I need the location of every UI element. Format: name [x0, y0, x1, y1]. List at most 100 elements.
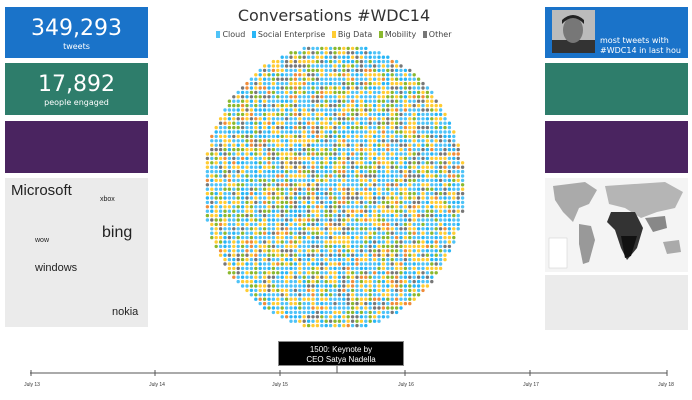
tweet-dot: [258, 249, 262, 253]
tweet-dot: [306, 218, 311, 222]
tweet-dot: [284, 139, 289, 143]
tweet-dot: [355, 200, 359, 205]
tweet-dot: [394, 271, 399, 275]
tweet-dot: [289, 231, 293, 235]
tweet-dot: [403, 68, 408, 73]
tweet-dot: [359, 262, 364, 266]
tweet-dot: [386, 55, 390, 59]
tweet-dot: [315, 165, 320, 169]
tweet-dot: [408, 143, 412, 147]
tweet-dot: [412, 112, 416, 117]
tweet-dot: [359, 90, 364, 95]
tweet-dot: [372, 121, 377, 125]
tweet-dot: [430, 90, 434, 95]
tweet-dot: [236, 121, 240, 125]
tweet-dot: [271, 178, 276, 183]
tweet-dot: [403, 262, 408, 266]
tweet-dot: [443, 227, 447, 231]
tweet-dot: [324, 257, 328, 262]
tweet-dot: [311, 297, 315, 301]
tweet-dot: [342, 55, 346, 59]
tweet-dot: [408, 152, 412, 156]
tweet-dot: [408, 235, 412, 240]
tweet-dot: [236, 178, 240, 183]
top-tweeter-tile[interactable]: most tweets with #WDC14 in last hou: [545, 7, 688, 58]
tweet-dot: [386, 284, 390, 288]
tweet-dot: [328, 90, 333, 95]
tweet-dot: [425, 205, 430, 209]
tweet-dot: [359, 209, 364, 213]
tweet-dot: [302, 125, 306, 130]
tweet-dot: [416, 178, 421, 183]
tweet-dot: [254, 284, 258, 288]
tweet-dot: [320, 174, 324, 178]
tweet-dot: [324, 169, 328, 174]
tweet-dot: [311, 139, 315, 143]
tweet-dot: [293, 315, 298, 319]
tweet-dot: [271, 73, 276, 77]
tweet-dot: [399, 301, 403, 306]
tweet-dot: [284, 227, 289, 231]
tweet-dot: [425, 275, 430, 279]
tweet-dot: [227, 117, 232, 121]
tweet-dot: [443, 200, 447, 205]
tweet-dot: [394, 156, 399, 161]
tweet-dot: [390, 174, 394, 178]
tweet-dot: [408, 117, 412, 121]
tweet-dot: [386, 90, 390, 95]
tweet-dot: [240, 200, 245, 205]
tweet-dot: [210, 169, 214, 174]
tweet-dot: [372, 117, 377, 121]
tweet-dot: [390, 200, 394, 205]
tweet-dot: [289, 121, 293, 125]
tweet-dot: [368, 227, 372, 231]
tweet-dot: [355, 55, 359, 59]
tweet-dot: [302, 205, 306, 209]
tweet-dot: [412, 196, 416, 200]
tweet-dot: [245, 288, 249, 293]
tweet-dot: [333, 323, 337, 328]
tweet-dot: [359, 95, 364, 99]
gray-tile-right: [545, 275, 688, 330]
tweet-dot: [359, 275, 364, 279]
tweet-dot: [346, 108, 350, 112]
tweet-dot: [249, 235, 254, 240]
tweet-dot: [355, 227, 359, 231]
tweet-dot: [368, 319, 372, 323]
tweet-dot: [381, 209, 386, 213]
tweet-dot: [271, 183, 276, 187]
tweet-dot: [372, 297, 377, 301]
tweet-dot: [276, 86, 280, 90]
tweet-dot: [386, 288, 390, 293]
tweet-dot: [381, 222, 386, 227]
tweet-dot: [240, 161, 245, 165]
tweet-dot: [346, 319, 350, 323]
tweet-dot: [390, 117, 394, 121]
tweet-dot: [412, 209, 416, 213]
tweet-dot: [284, 262, 289, 266]
tweet-dot: [447, 231, 452, 235]
tweet-dot: [289, 293, 293, 297]
tweet-dot: [430, 244, 434, 249]
tweet-dot: [298, 231, 302, 235]
tweet-dot: [403, 301, 408, 306]
tweet-dot: [390, 271, 394, 275]
tweet-dot: [416, 147, 421, 152]
tweet-dot: [324, 95, 328, 99]
tweet-dot: [324, 275, 328, 279]
tweet-dot: [271, 240, 276, 244]
tweet-dot: [337, 46, 342, 51]
tweet-dot: [434, 139, 438, 143]
tweet-dot: [447, 183, 452, 187]
tweet-dot: [324, 301, 328, 306]
tweet-dot: [289, 99, 293, 103]
tweet-dot: [298, 165, 302, 169]
tweet-dot: [350, 266, 355, 271]
keynote-event-label[interactable]: 1500: Keynote by CEO Satya Nadella: [278, 341, 404, 366]
tweet-dot: [236, 249, 240, 253]
tweet-dot: [390, 218, 394, 222]
tweet-dot: [346, 257, 350, 262]
tweet-dot: [227, 191, 232, 196]
tweet-dot: [276, 205, 280, 209]
